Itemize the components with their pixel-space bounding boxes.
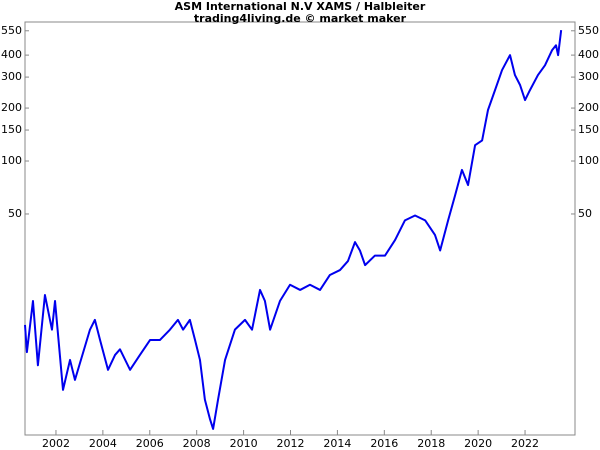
x-tick-label: 2014 (323, 437, 351, 450)
price-line (24, 29, 563, 430)
y-tick-label: 50 (8, 207, 22, 220)
x-tick-label: 2016 (370, 437, 398, 450)
plot-frame (24, 21, 576, 436)
y2-tick-label: 150 (578, 123, 599, 136)
y-tick-label: 400 (1, 48, 22, 61)
y-tick-label: 550 (1, 24, 22, 37)
chart-title: ASM International N.V XAMS / Halbleiter (175, 0, 426, 13)
x-tick-label: 2012 (277, 437, 305, 450)
x-tick-label: 2018 (417, 437, 445, 450)
y2-tick-label: 400 (578, 48, 599, 61)
y2-tick-label: 100 (578, 154, 599, 167)
x-tick-label: 2020 (464, 437, 492, 450)
x-tick-label: 2006 (136, 437, 164, 450)
y-tick-label: 300 (1, 70, 22, 83)
y-tick-label: 200 (1, 101, 22, 114)
x-tick-label: 2002 (42, 437, 70, 450)
y2-tick-label: 200 (578, 101, 599, 114)
x-tick-label: 2022 (511, 437, 539, 450)
x-tick-label: 2010 (230, 437, 258, 450)
y-tick-label: 150 (1, 123, 22, 136)
y2-tick-label: 550 (578, 24, 599, 37)
y2-tick-label: 50 (578, 207, 592, 220)
y-tick-label: 100 (1, 154, 22, 167)
x-tick-label: 2008 (183, 437, 211, 450)
x-tick-label: 2004 (89, 437, 117, 450)
y2-tick-label: 300 (578, 70, 599, 83)
chart-subtitle: trading4living.de © market maker (194, 12, 407, 25)
